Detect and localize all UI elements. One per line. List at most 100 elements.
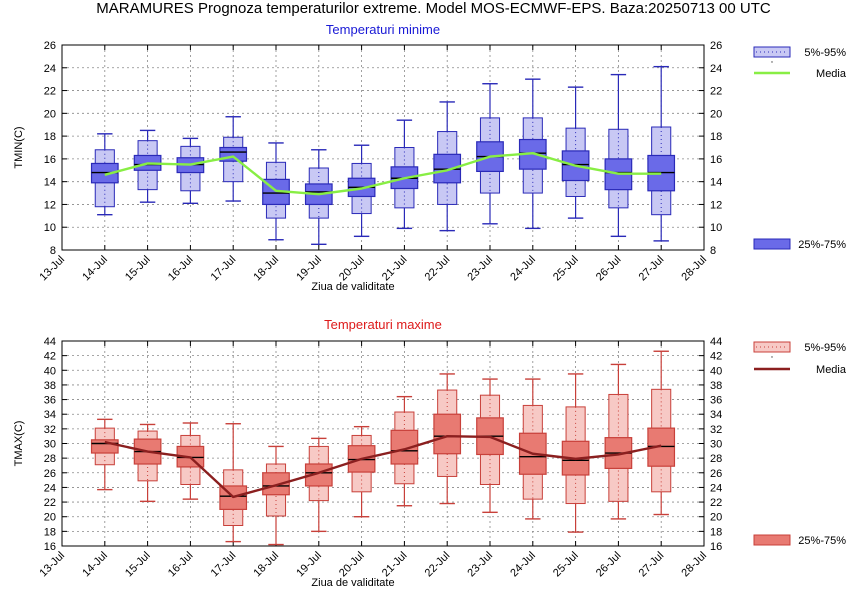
box-16-Jul: [176, 137, 205, 205]
y-tick-label-right: 8: [710, 245, 716, 257]
x-tick-label: 19-Jul: [294, 550, 324, 580]
y-tick-label-right: 32: [710, 424, 722, 436]
box-17-Jul: [219, 423, 248, 543]
box-15-Jul: [133, 423, 162, 503]
x-axis-label: Ziua de validitate: [311, 281, 394, 293]
box-17-Jul: [219, 116, 248, 202]
y-tick-label-right: 42: [710, 351, 722, 363]
y-tick-label-left: 22: [44, 497, 56, 509]
x-tick-label: 24-Jul: [508, 550, 538, 580]
box-26-Jul: [604, 363, 633, 520]
x-tick-label: 18-Jul: [251, 550, 281, 580]
y-tick-label-right: 20: [710, 512, 722, 524]
x-tick-label: 22-Jul: [423, 550, 453, 580]
box-23-Jul: [476, 378, 504, 514]
chart-main-title: MARAMURES Prognoza temperaturilor extrem…: [96, 0, 771, 17]
x-tick-label: 19-Jul: [294, 254, 324, 284]
box-27-Jul: [647, 350, 676, 516]
legend-box-label: 25%-75%: [798, 239, 846, 251]
y-tick-label-left: 36: [44, 395, 56, 407]
y-tick-label-right: 24: [710, 63, 722, 75]
x-tick-label: 18-Jul: [251, 254, 281, 284]
x-tick-label: 15-Jul: [123, 254, 153, 284]
iqr-box-25-75: [433, 413, 462, 455]
y-tick-label-left: 8: [50, 245, 56, 257]
legend-range-label: 5%-95%: [804, 47, 846, 59]
y-tick-label-right: 22: [710, 497, 722, 509]
legend-dot: [771, 61, 773, 63]
y-tick-label-right: 16: [710, 541, 722, 553]
x-tick-label: 26-Jul: [594, 254, 624, 284]
box-16-Jul: [176, 422, 205, 500]
chart-title: Temperaturi minime: [326, 22, 440, 37]
legend-mean-label: Media: [816, 68, 847, 80]
y-tick-label-left: 24: [44, 482, 56, 494]
y-tick-label-left: 12: [44, 199, 56, 211]
y-tick-label-right: 10: [710, 222, 722, 234]
box-18-Jul: [262, 445, 290, 546]
x-tick-label: 20-Jul: [337, 550, 367, 580]
x-tick-label: 13-Jul: [37, 254, 67, 284]
box-14-Jul: [90, 418, 119, 491]
legend-box-swatch: [753, 534, 791, 546]
x-tick-label: 21-Jul: [380, 254, 410, 284]
box-19-Jul: [304, 437, 333, 533]
x-tick-label: 24-Jul: [508, 254, 538, 284]
box-25-Jul: [561, 373, 590, 533]
y-tick-label-left: 42: [44, 351, 56, 363]
chart-tmax: Temperaturi maxime 16 16 18 18 20 20 22 22 24 24 26…: [13, 317, 847, 589]
x-tick-label: 28-Jul: [679, 550, 709, 580]
mean-line: [104, 151, 662, 196]
iqr-box-25-75: [90, 439, 119, 454]
y-tick-label-right: 26: [710, 40, 722, 52]
y-tick-label-right: 36: [710, 395, 722, 407]
x-tick-label: 27-Jul: [637, 550, 667, 580]
y-tick-label-left: 26: [44, 40, 56, 52]
box-27-Jul: [647, 65, 676, 242]
y-tick-label-left: 20: [44, 512, 56, 524]
y-tick-label-right: 18: [710, 131, 722, 143]
iqr-box-25-75: [561, 150, 590, 182]
legend-box-swatch: [753, 238, 791, 250]
y-tick-label-left: 44: [44, 336, 56, 348]
y-tick-label-right: 22: [710, 86, 722, 98]
x-tick-label: 28-Jul: [679, 254, 709, 284]
y-tick-label-left: 38: [44, 380, 56, 392]
x-tick-label: 17-Jul: [209, 254, 239, 284]
y-tick-label-right: 18: [710, 526, 722, 538]
chart-tmin: Temperaturi minime 8 8 10 10 12 12 14 14 16 16 18 18…: [13, 22, 847, 293]
y-tick-label-left: 24: [44, 63, 56, 75]
x-tick-label: 26-Jul: [594, 550, 624, 580]
y-axis-label: TMAX(C): [13, 421, 25, 467]
y-tick-label-right: 34: [710, 409, 722, 421]
x-tick-label: 22-Jul: [423, 254, 453, 284]
x-tick-label: 14-Jul: [80, 550, 110, 580]
y-tick-label-left: 26: [44, 468, 56, 480]
y-tick-label-right: 14: [710, 177, 722, 189]
x-axis-label: Ziua de validitate: [311, 577, 394, 589]
x-tick-label: 21-Jul: [380, 550, 410, 580]
x-tick-label: 17-Jul: [209, 550, 239, 580]
box-26-Jul: [604, 73, 633, 238]
x-tick-label: 16-Jul: [166, 550, 196, 580]
plot-frame: [61, 44, 705, 251]
y-tick-label-left: 18: [44, 131, 56, 143]
mean-line: [104, 434, 662, 499]
x-tick-label: 16-Jul: [166, 254, 196, 284]
y-tick-label-right: 40: [710, 365, 722, 377]
y-tick-label-left: 10: [44, 222, 56, 234]
y-tick-label-right: 26: [710, 468, 722, 480]
y-tick-label-left: 16: [44, 541, 56, 553]
x-tick-label: 20-Jul: [337, 254, 367, 284]
box-23-Jul: [476, 83, 504, 225]
y-tick-label-right: 12: [710, 199, 722, 211]
x-tick-label: 27-Jul: [637, 254, 667, 284]
chart-title: Temperaturi maxime: [324, 317, 442, 332]
y-tick-label-right: 16: [710, 154, 722, 166]
y-tick-label-right: 38: [710, 380, 722, 392]
box-20-Jul: [347, 425, 376, 518]
x-tick-label: 25-Jul: [551, 550, 581, 580]
y-axis-label: TMIN(C): [13, 126, 25, 168]
y-tick-label-left: 32: [44, 424, 56, 436]
